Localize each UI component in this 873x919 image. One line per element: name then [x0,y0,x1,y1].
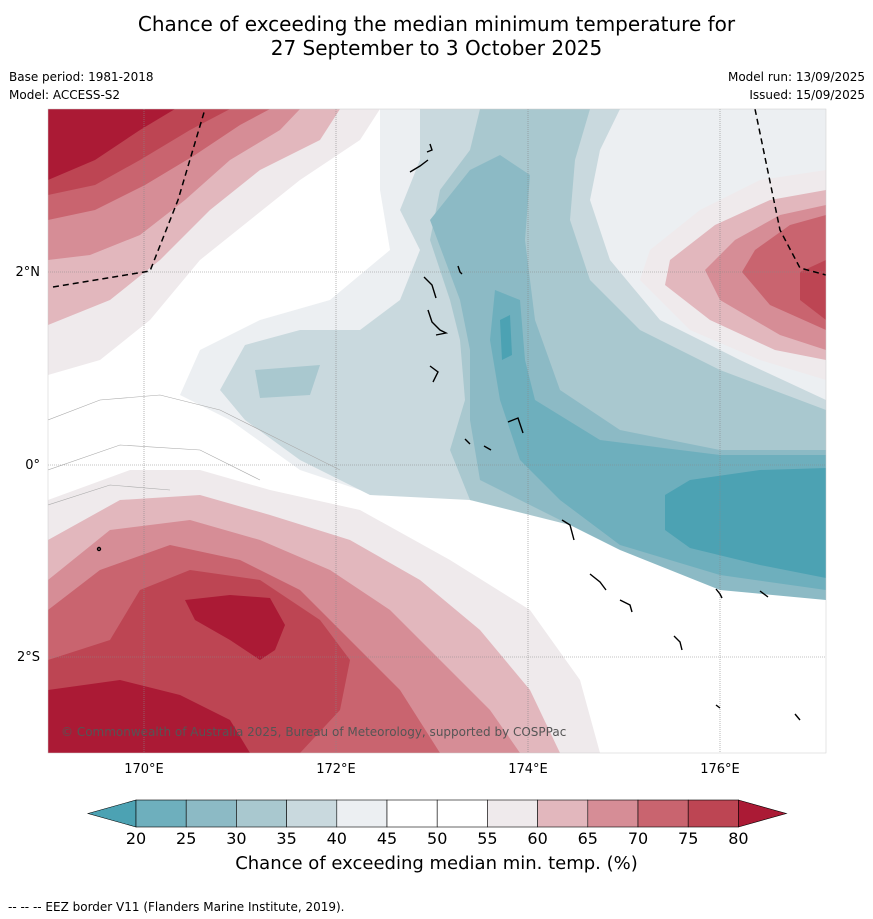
colorbar-arrow-low [86,799,137,828]
colorbar-segment [336,799,388,828]
colorbar: 20 25 30 35 40 45 50 55 60 65 70 75 80 [86,799,788,848]
colorbar-arrow-high [738,799,788,828]
map-title: Chance of exceeding the median minimum t… [0,12,873,60]
lon-label-176: 176°E [700,762,740,777]
colorbar-segment [537,799,589,828]
lon-label-170: 170°E [124,762,164,777]
colorbar-tick-label: 65 [578,829,598,848]
grid-lines [48,109,826,753]
colorbar-tick-label: 50 [427,829,447,848]
colorbar-segment [637,799,689,828]
forecast-map: Makin © Commonwealth of Australia 2025, … [16,108,827,848]
title-line-1: Chance of exceeding the median minimum t… [137,12,736,36]
title-line-2: 27 September to 3 October 2025 [270,36,603,60]
colorbar-tick-label: 70 [628,829,648,848]
colorbar-segment [135,799,187,828]
colorbar-tick-label: 60 [527,829,547,848]
colorbar-tick-label: 75 [678,829,698,848]
colorbar-tick-label: 20 [126,829,146,848]
island-outlines [96,143,801,721]
issued-date: Issued: 15/09/2025 [749,88,865,102]
colorbar-segment [236,799,287,828]
colorbar-tick-label: 45 [377,829,397,848]
lat-label-0: 0° [25,458,40,473]
colorbar-tick-label: 30 [226,829,246,848]
lon-label-172: 172°E [316,762,356,777]
colorbar-segment [185,799,237,828]
left-meta: Base period: 1981-2018 Model: ACCESS-S2 [9,68,154,104]
eez-footnote: -- -- -- EEZ border V11 (Flanders Marine… [8,900,345,914]
model-name: Model: ACCESS-S2 [9,88,121,102]
colorbar-tick-label: 35 [276,829,296,848]
eez-border-east [754,109,826,276]
colorbar-label: Chance of exceeding median min. temp. (%… [235,853,638,874]
colorbar-segment [436,799,488,828]
colorbar-segment [286,799,338,828]
base-period: Base period: 1981-2018 [9,70,154,84]
colorbar-segment [587,799,639,828]
colorbar-segment [687,799,739,828]
model-run: Model run: 13/09/2025 [727,70,865,84]
colorbar-tick-label: 55 [477,829,497,848]
copyright-text: © Commonwealth of Australia 2025, Bureau… [61,725,566,739]
colorbar-tick-label: 40 [327,829,347,848]
colorbar-segment [487,799,538,828]
eez-border-west [52,109,206,288]
colorbar-tick-label: 25 [176,829,196,848]
colorbar-tick-label: 80 [728,829,748,848]
lon-label-174: 174°E [508,762,548,777]
contour-fill [48,109,826,753]
right-meta: Model run: 13/09/2025 Issued: 15/09/2025 [728,68,865,104]
lat-label-2n: 2°N [16,265,41,280]
lat-label-2s: 2°S [17,650,40,665]
colorbar-segment [386,799,438,828]
